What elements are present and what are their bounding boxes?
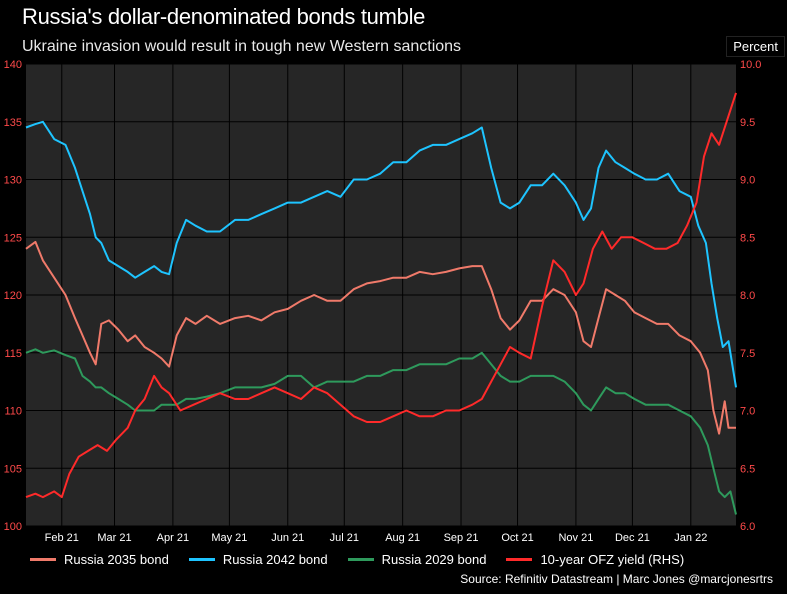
x-tick-label: Jan 22: [674, 532, 707, 544]
x-tick-label: Dec 21: [615, 532, 650, 544]
right-tick-label: 7.0: [740, 406, 755, 418]
x-tick-label: Mar 21: [97, 532, 131, 544]
series-line-1: [25, 120, 737, 388]
legend-label-russia-2029: Russia 2029 bond: [381, 552, 487, 567]
left-tick-label: 125: [4, 232, 22, 244]
right-tick-label: 7.5: [740, 348, 755, 360]
legend-item-russia-2035: Russia 2035 bond: [30, 552, 169, 567]
legend-swatch-russia-2029: [347, 558, 374, 561]
left-tick-label: 130: [4, 175, 22, 187]
legend-item-russia-2042: Russia 2042 bond: [188, 552, 328, 567]
x-tick-label: Nov 21: [558, 532, 593, 544]
legend-item-ofz-yield: 10-year OFZ yield (RHS): [506, 552, 684, 567]
x-tick-label: Feb 21: [45, 532, 79, 544]
left-tick-label: 120: [4, 290, 22, 302]
right-tick-label: 9.5: [740, 117, 755, 129]
x-tick-label: Jun 21: [271, 532, 304, 544]
right-tick-label: 8.5: [740, 232, 755, 244]
left-tick-label: 140: [4, 59, 22, 71]
series-line-3: [25, 92, 737, 499]
right-tick-label: 6.0: [740, 521, 755, 533]
x-tick-label: Sep 21: [444, 532, 479, 544]
x-tick-label: May 21: [211, 532, 247, 544]
left-tick-label: 105: [4, 463, 22, 475]
legend-swatch-russia-2042: [188, 558, 215, 561]
left-tick-label: 135: [4, 117, 22, 129]
series-line-2: [25, 348, 737, 515]
chart-subtitle: Ukraine invasion would result in tough n…: [22, 38, 462, 55]
x-axis-tick-labels: Feb 21 Mar 21 Apr 21 May 21 Jun 21 Jul 21 Aug …: [45, 532, 708, 544]
right-axis-tick-labels: 6.0 6.5 7.0 7.5 8.0 8.5 9.0 9.5 10.0: [740, 59, 761, 533]
left-tick-label: 100: [4, 521, 22, 533]
legend: Russia 2035 bond Russia 2042 bond Russia…: [30, 552, 684, 567]
right-tick-label: 6.5: [740, 463, 755, 475]
legend-swatch-russia-2035: [30, 558, 56, 561]
right-tick-label: 10.0: [740, 59, 761, 71]
left-tick-label: 110: [4, 406, 22, 418]
legend-label-russia-2035: Russia 2035 bond: [64, 552, 169, 567]
x-tick-label: Aug 21: [385, 532, 420, 544]
legend-swatch-ofz-yield: [506, 558, 533, 561]
left-tick-label: 115: [4, 348, 22, 360]
right-tick-label: 8.0: [740, 290, 755, 302]
series-layer: [25, 92, 737, 515]
x-tick-label: Oct 21: [501, 532, 533, 544]
x-tick-label: Jul 21: [330, 532, 359, 544]
left-axis-tick-labels: 100 105 110 115 120 125 130 135 140: [4, 59, 22, 533]
legend-item-russia-2029: Russia 2029 bond: [347, 552, 487, 567]
source-credit: Source: Refinitiv Datastream | Marc Jone…: [460, 572, 773, 586]
horizontal-gridlines: [26, 63, 736, 527]
right-tick-label: 9.0: [740, 175, 755, 187]
legend-label-ofz-yield: 10-year OFZ yield (RHS): [540, 552, 685, 567]
legend-label-russia-2042: Russia 2042 bond: [222, 552, 328, 567]
series-line-0: [25, 240, 736, 435]
chart-title: Russia's dollar-denominated bonds tumble: [22, 4, 426, 29]
x-tick-label: Apr 21: [157, 532, 189, 544]
vertical-gridlines: [61, 64, 692, 526]
right-axis-unit-label: Percent: [726, 36, 785, 57]
